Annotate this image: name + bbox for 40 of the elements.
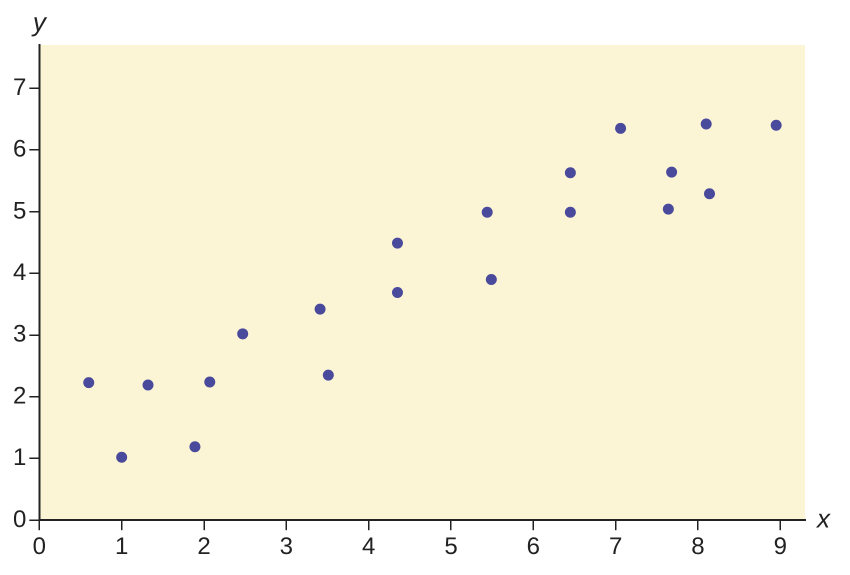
- point: [564, 206, 576, 218]
- point: [142, 380, 154, 391]
- point: [770, 120, 782, 131]
- x-tick-label: 7: [608, 533, 622, 560]
- x-tick-label: 1: [114, 533, 128, 560]
- point: [237, 328, 248, 340]
- x-tick-label: 8: [691, 533, 705, 560]
- point: [704, 188, 715, 200]
- x-axis-title: x: [815, 503, 831, 534]
- point: [392, 286, 403, 298]
- y-tick-label: 3: [12, 320, 26, 348]
- point: [700, 118, 712, 130]
- y-tick-label: 6: [12, 136, 26, 163]
- point: [482, 206, 493, 218]
- y-tick-label: 2: [12, 382, 26, 410]
- point: [116, 452, 128, 463]
- point: [322, 370, 334, 381]
- y-axis-title: y: [30, 7, 48, 38]
- y-tick-label: 4: [12, 258, 26, 286]
- point: [564, 167, 576, 178]
- point: [392, 238, 403, 249]
- x-tick-label: 0: [32, 533, 46, 560]
- point: [314, 304, 326, 315]
- y-tick-label: 5: [12, 197, 26, 224]
- x-tick-label: 2: [197, 533, 211, 560]
- point: [486, 274, 497, 286]
- point: [615, 122, 626, 134]
- x-tick-label: 6: [526, 533, 540, 560]
- point: [83, 377, 94, 388]
- y-tick-label: 1: [12, 444, 26, 472]
- x-tick-label: 5: [444, 533, 458, 560]
- point: [189, 441, 200, 452]
- point: [662, 204, 674, 215]
- y-tick-label: 0: [12, 506, 26, 533]
- x-tick-label: 9: [774, 533, 787, 560]
- x-tick-label: 3: [280, 533, 294, 560]
- point: [204, 376, 216, 388]
- point: [666, 166, 678, 178]
- x-tick-label: 4: [362, 533, 376, 560]
- y-tick-label: 7: [12, 74, 26, 101]
